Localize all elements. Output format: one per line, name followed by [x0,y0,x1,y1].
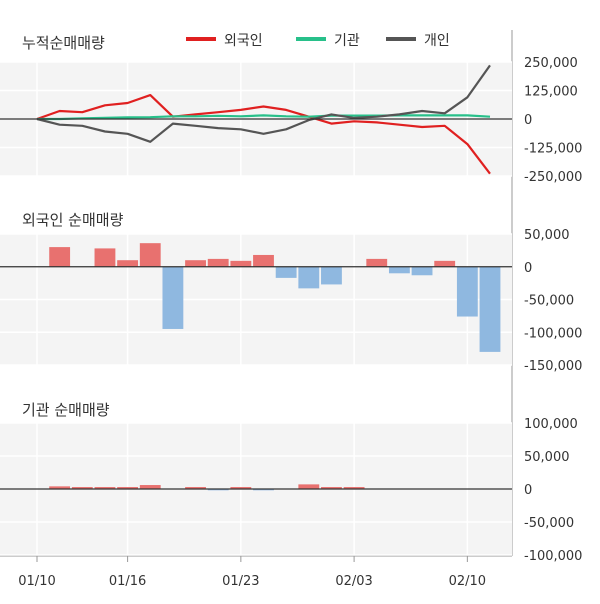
legend-swatch-institution [296,37,326,41]
y-tick-label-foreign-3: -100,000 [524,326,582,341]
bar-institution-3 [94,487,116,489]
chart-marks [0,64,512,491]
series-line-institution [37,114,491,121]
bar-foreign-19 [456,266,478,317]
x-tick-label-4: 02/10 [449,574,486,589]
bar-institution-13 [321,487,342,489]
bar-foreign-10 [253,254,274,267]
bar-foreign-4 [117,260,139,267]
chart-title-institution: 기관 순매매량 [22,401,110,419]
chart-labels: 누적순매매량 외국인 순매매량 기관 순매매량 외국인 기관 개인 250,00… [18,33,582,589]
bar-institution-8 [207,489,229,491]
y-tick-label-institution-4: -100,000 [524,549,582,564]
bar-institution-10 [253,489,274,491]
y-tick-label-cumulative-1: 125,000 [524,85,578,100]
bar-foreign-1 [49,247,71,267]
chart-title-foreign: 외국인 순매매량 [22,211,124,229]
legend-swatch-foreign [186,37,216,41]
bar-foreign-13 [321,266,342,285]
bar-institution-4 [117,487,139,489]
y-tick-label-cumulative-4: -250,000 [524,170,582,185]
y-tick-label-institution-1: 50,000 [524,450,570,465]
bar-foreign-3 [94,248,116,267]
bar-institution-5 [139,485,161,489]
y-tick-label-foreign-0: 50,000 [524,228,570,243]
bar-foreign-11 [275,266,297,278]
y-tick-label-cumulative-3: -125,000 [524,142,582,157]
bar-foreign-12 [298,266,320,289]
y-tick-label-institution-3: -50,000 [524,516,574,531]
bar-institution-9 [230,487,252,489]
bar-foreign-5 [139,243,161,267]
series-line-foreign [36,94,491,175]
legend-label-individual: 개인 [424,33,450,49]
bar-foreign-7 [185,260,206,267]
panels [0,30,513,562]
bar-foreign-18 [434,260,456,267]
bar-institution-2 [71,487,93,489]
x-tick-label-0: 01/10 [18,574,55,589]
bar-institution-1 [49,486,71,489]
y-tick-label-foreign-2: -50,000 [524,294,574,309]
x-tick-label-2: 01/23 [222,574,259,589]
x-tick-label-3: 02/03 [335,574,372,589]
y-tick-label-foreign-4: -150,000 [524,359,582,374]
x-tick-label-1: 01/16 [109,574,146,589]
bar-institution-14 [343,487,365,489]
bar-foreign-15 [366,258,388,267]
legend-swatch-individual [386,37,416,41]
bar-foreign-17 [411,266,433,276]
y-tick-label-cumulative-2: 0 [524,113,532,128]
legend: 외국인 기관 개인 [186,33,450,49]
bar-institution-7 [185,487,206,489]
y-tick-label-foreign-1: 0 [524,261,532,276]
bar-foreign-6 [162,266,184,329]
chart-title-cumulative: 누적순매매량 [22,34,105,52]
bar-foreign-8 [207,258,229,267]
y-tick-label-institution-0: 100,000 [524,417,578,432]
bar-foreign-16 [388,266,410,274]
bar-institution-12 [298,484,320,489]
legend-label-institution: 기관 [334,33,360,49]
legend-label-foreign: 외국인 [224,33,263,49]
y-tick-label-cumulative-0: 250,000 [524,56,578,71]
bar-foreign-20 [479,266,501,352]
series-line-individual [36,64,491,143]
bar-foreign-9 [230,260,252,267]
y-tick-label-institution-2: 0 [524,483,532,498]
